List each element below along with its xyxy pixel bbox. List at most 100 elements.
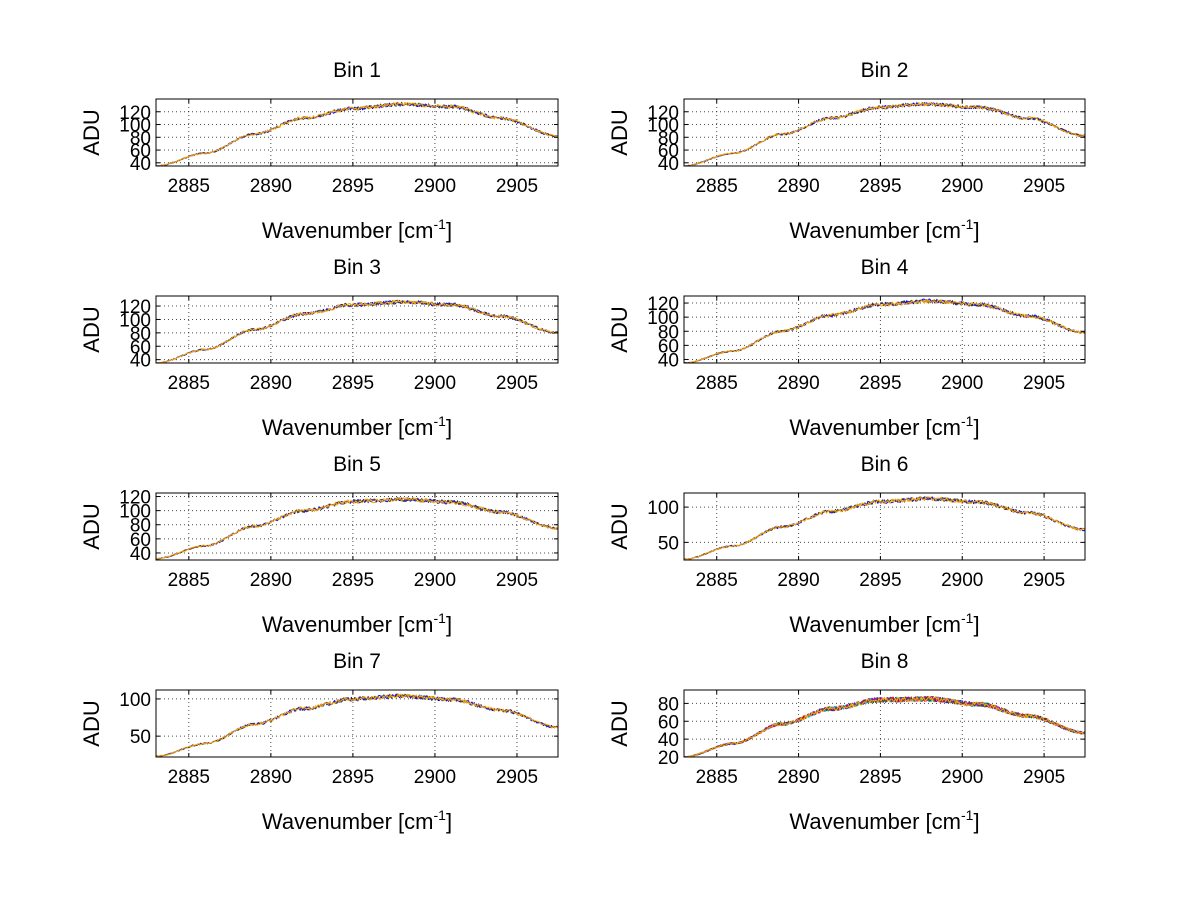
series-line-2 <box>156 496 558 560</box>
x-tick-label: 2890 <box>250 570 292 591</box>
x-tick-label: 2895 <box>859 570 901 591</box>
subplot-title: Bin 5 <box>333 453 381 476</box>
series-line-1 <box>156 102 558 166</box>
x-tick-label: 2885 <box>696 570 738 591</box>
x-tick-label: 2890 <box>777 570 819 591</box>
subplot-title: Bin 3 <box>333 256 381 279</box>
x-tick-label: 2895 <box>332 373 374 394</box>
subplot-title: Bin 6 <box>861 453 909 476</box>
y-tick-label: 80 <box>130 128 151 149</box>
series-line-3 <box>156 693 558 757</box>
y-tick-label: 60 <box>658 336 679 357</box>
y-tick-label: 60 <box>130 337 151 358</box>
x-tick-label: 2890 <box>777 373 819 394</box>
y-axis-label: ADU <box>79 503 104 549</box>
y-axis-label: ADU <box>607 503 632 549</box>
x-tick-label: 2900 <box>941 373 983 394</box>
x-axis-label: Wavenumber [cm-1] <box>262 413 452 440</box>
x-tick-label: 2905 <box>1023 570 1065 591</box>
y-axis-label: ADU <box>79 700 104 746</box>
y-tick-label: 120 <box>119 103 151 124</box>
y-tick-label: 120 <box>119 297 151 318</box>
axes-box <box>155 98 559 167</box>
y-tick-label: 100 <box>647 116 679 137</box>
x-axis-label: Wavenumber [cm-1] <box>789 807 979 834</box>
subplot-bin-6: 2885 2890 2895 2900 2905 50 100 Bin 6 Wavenumber… <box>607 453 1086 637</box>
x-tick-label: 2895 <box>332 176 374 197</box>
x-tick-label: 2905 <box>1023 373 1065 394</box>
subplot-title: Bin 1 <box>333 59 381 82</box>
y-tick-label: 80 <box>658 322 679 343</box>
series-line-4 <box>684 696 1085 757</box>
y-tick-label: 40 <box>658 154 679 175</box>
y-tick-label: 40 <box>658 350 679 371</box>
y-tick-label: 40 <box>658 730 679 751</box>
y-tick-label: 20 <box>658 748 679 769</box>
y-tick-label: 100 <box>647 498 679 519</box>
y-tick-label: 80 <box>130 324 151 345</box>
x-tick-label: 2885 <box>168 570 210 591</box>
series-line-6 <box>684 696 1085 757</box>
x-tick-label: 2890 <box>777 176 819 197</box>
x-tick-label: 2900 <box>414 176 456 197</box>
x-tick-label: 2900 <box>414 373 456 394</box>
x-tick-label: 2900 <box>941 570 983 591</box>
axes-box <box>155 492 559 561</box>
y-tick-label: 40 <box>130 154 151 175</box>
x-tick-label: 2900 <box>941 176 983 197</box>
x-tick-label: 2885 <box>696 373 738 394</box>
x-axis-label: Wavenumber [cm-1] <box>262 807 452 834</box>
series-line-2 <box>684 696 1085 757</box>
y-tick-label: 60 <box>658 712 679 733</box>
x-tick-label: 2895 <box>859 176 901 197</box>
y-axis-label: ADU <box>607 700 632 746</box>
axes-box <box>683 492 1086 561</box>
y-tick-label: 50 <box>130 727 151 748</box>
axes-box <box>683 98 1086 167</box>
axes-box <box>683 295 1086 364</box>
y-tick-label: 100 <box>119 310 151 331</box>
series-line-3 <box>156 497 558 560</box>
x-tick-label: 2905 <box>496 176 538 197</box>
series-line-1 <box>156 497 558 560</box>
x-tick-label: 2905 <box>496 570 538 591</box>
y-tick-label: 50 <box>658 533 679 554</box>
x-tick-label: 2890 <box>777 767 819 788</box>
y-tick-label: 100 <box>119 116 151 137</box>
y-tick-label: 60 <box>658 141 679 162</box>
axes-box <box>155 689 559 758</box>
subplot-title: Bin 7 <box>333 650 381 673</box>
subplot-title: Bin 4 <box>861 256 909 279</box>
y-tick-label: 40 <box>130 544 151 565</box>
x-tick-label: 2895 <box>859 767 901 788</box>
x-tick-label: 2885 <box>696 176 738 197</box>
series-line-3 <box>684 102 1085 166</box>
x-tick-label: 2885 <box>168 373 210 394</box>
y-tick-label: 80 <box>658 694 679 715</box>
series-line-5 <box>684 696 1085 757</box>
x-tick-label: 2885 <box>168 767 210 788</box>
x-tick-label: 2895 <box>332 767 374 788</box>
series-line-2 <box>156 299 558 363</box>
series-line-3 <box>684 299 1085 363</box>
y-axis-label: ADU <box>79 306 104 352</box>
y-tick-label: 60 <box>130 141 151 162</box>
y-tick-label: 80 <box>658 128 679 149</box>
series-line-1 <box>156 300 558 363</box>
y-tick-label: 120 <box>647 294 679 315</box>
y-tick-label: 100 <box>647 308 679 329</box>
x-axis-label: Wavenumber [cm-1] <box>262 216 452 243</box>
axes-box <box>155 295 559 364</box>
y-tick-label: 100 <box>119 502 151 523</box>
x-tick-label: 2885 <box>696 767 738 788</box>
subplot-title: Bin 8 <box>861 650 909 673</box>
y-tick-label: 120 <box>119 488 151 509</box>
series-line-3 <box>684 496 1085 560</box>
y-axis-label: ADU <box>607 109 632 155</box>
series-line-1 <box>156 693 558 757</box>
subplot-bin-7: 2885 2890 2895 2900 2905 50 100 Bin 7 Wavenumber… <box>79 650 559 834</box>
